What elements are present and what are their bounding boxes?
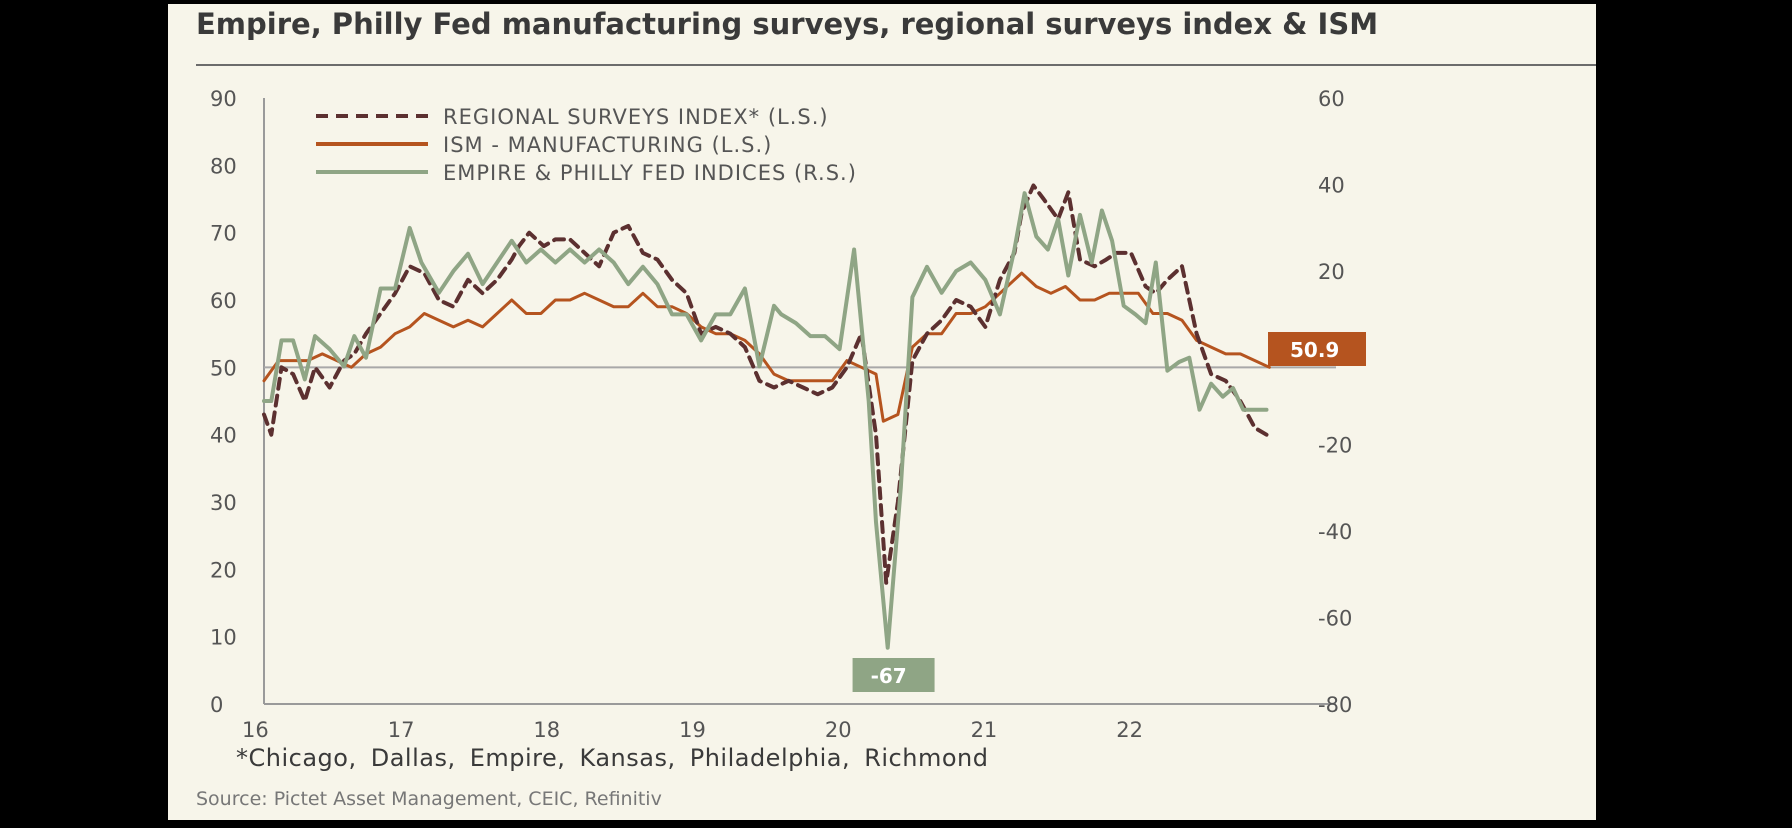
chart-panel: Empire, Philly Fed manufacturing surveys… [168,4,1596,820]
y-left-tick-label: 70 [210,222,237,246]
x-tick-label: 18 [533,718,560,742]
legend-label: ISM - MANUFACTURING (L.S.) [443,133,772,157]
y-left-tick-label: 60 [210,289,237,313]
series-line-1 [262,271,1271,423]
y-right-tick-label: -60 [1318,606,1352,630]
x-tick-label: 22 [1116,718,1143,742]
x-tick-label: 21 [971,718,998,742]
y-left-tick-label: 30 [210,491,237,515]
y-right-tick-label: -40 [1318,520,1352,544]
y-right-tick-label: 40 [1318,174,1345,198]
y-right-tick-label: -80 [1318,693,1352,717]
y-right-tick-label: 20 [1318,260,1345,284]
chart-footnote: *Chicago, Dallas, Empire, Kansas, Philad… [236,744,989,772]
y-right-tick-label: -20 [1318,433,1352,457]
title-divider [196,64,1596,66]
series-line-0 [262,183,1269,585]
x-tick-label: 17 [388,718,415,742]
y-left-tick-label: 90 [210,87,237,111]
callout-ism-label: 50.9 [1290,338,1339,362]
y-left-tick-label: 0 [210,693,223,717]
chart-source: Source: Pictet Asset Management, CEIC, R… [196,788,662,810]
callout-box-ism [1268,332,1366,366]
callout-min-label: -67 [871,664,907,688]
legend-label: REGIONAL SURVEYS INDEX* (L.S.) [443,105,829,129]
y-left-tick-label: 50 [210,356,237,380]
y-left-tick-label: 20 [210,558,237,582]
x-tick-label: 19 [679,718,706,742]
y-right-tick-label: 60 [1318,87,1345,111]
y-left-tick-label: 40 [210,424,237,448]
y-left-tick-label: 10 [210,626,237,650]
x-tick-label: 20 [825,718,852,742]
x-tick-label: 16 [242,718,269,742]
chart-title: Empire, Philly Fed manufacturing surveys… [196,7,1379,41]
legend-label: EMPIRE & PHILLY FED INDICES (R.S.) [443,161,857,185]
series-line-2 [262,191,1269,650]
callout-box-min [852,658,935,692]
y-left-tick-label: 80 [210,154,237,178]
